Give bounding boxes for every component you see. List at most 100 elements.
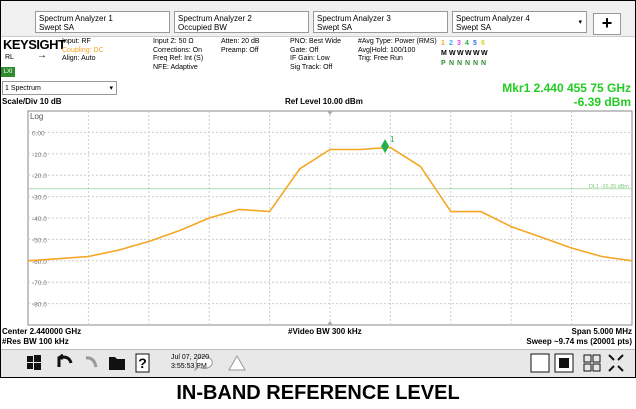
taskbar-icons: ? (27, 353, 624, 373)
status-text: Preamp: Off (221, 46, 259, 54)
trace-indicator: P (441, 60, 446, 67)
display-line-label: DL1 -26.35 dBm (589, 184, 629, 190)
status-bar (1, 36, 635, 80)
trace-indicator: 3 (457, 40, 461, 47)
y-tick-label: -20.0 (32, 173, 47, 180)
caption: IN-BAND REFERENCE LEVEL (176, 382, 460, 404)
y-tick-label: -30.0 (32, 195, 47, 202)
video-bw: #Video BW 300 kHz (288, 327, 362, 336)
ref-level-label: Ref Level 10.00 dBm (285, 97, 363, 106)
trace-indicator: W (473, 50, 480, 57)
status-text: IF Gain: Low (290, 55, 330, 62)
avg-info: #Avg Type: Power (RMS) Avg|Hold: 100/100… (358, 38, 437, 64)
status-text: PNO: Best Wide (290, 38, 341, 45)
add-tab-button[interactable]: + (593, 13, 621, 35)
windows-button[interactable] (27, 355, 41, 370)
tab-mode: Swept SA (456, 23, 492, 32)
status-text: Atten: 20 dB (221, 38, 260, 45)
trace-indicator: W (449, 50, 456, 57)
y-tick-label: -10.0 (32, 152, 47, 159)
clock: Jul 07, 2020 3:55:53 PM (171, 353, 209, 371)
status-text: Sig Track: Off (290, 63, 333, 71)
trace-indicator: 4 (465, 40, 469, 47)
fullscreen-button[interactable] (608, 354, 624, 372)
marker-amplitude: -6.39 dBm (573, 95, 631, 109)
tab-title: Spectrum Analyzer 1 (39, 14, 113, 23)
status-text: Coupling: DC (62, 46, 104, 54)
status-text: Corrections: On (153, 46, 203, 54)
brand: KEYSIGHT (3, 37, 66, 52)
status-text: #Avg Type: Power (RMS) (358, 38, 437, 45)
trace-indicator: M (441, 50, 447, 57)
y-tick-label: -50.0 (32, 237, 47, 244)
y-tick-label: -60.0 (32, 259, 47, 266)
date: Jul 07, 2020 (171, 354, 210, 361)
alert-icon (228, 354, 246, 371)
status-text: Avg|Hold: 100/100 (358, 46, 416, 54)
input-info: Input: RF Coupling: DC Align: Auto (62, 38, 104, 64)
dropdown-arrow: ▾ (109, 85, 113, 92)
tab[interactable]: Spectrum Analyzer 2 Occupied BW (174, 11, 309, 33)
status-text: Input Z: 50 Ω (153, 38, 194, 45)
tab-mode: Swept SA (317, 23, 353, 32)
redo-button[interactable] (85, 356, 98, 368)
display-button[interactable] (530, 353, 550, 373)
tab[interactable]: Spectrum Analyzer 4 Swept SA ▾ (452, 11, 587, 33)
marker-label: 1 (390, 135, 395, 144)
time: 3:55:53 PM (171, 363, 207, 370)
marker (381, 139, 390, 154)
message-icon (193, 356, 213, 372)
marker-frequency: Mkr1 2.440 455 75 GHz (502, 81, 631, 95)
trace-indicator: N (465, 60, 471, 67)
folder-button[interactable] (109, 357, 125, 370)
trace-indicator: W (465, 50, 472, 57)
tab-mode: Swept SA (39, 23, 75, 32)
tab-title: Spectrum Analyzer 2 (178, 14, 252, 23)
window-selector[interactable]: 1 Spectrum ▾ (2, 81, 117, 95)
center-frequency: Center 2.440000 GHz (2, 327, 82, 336)
y-tick-label: -80.0 (32, 302, 47, 309)
tab-title: Spectrum Analyzer 3 (317, 14, 391, 23)
lxi-indicator: LXI (1, 67, 15, 77)
scale-type: Log (30, 112, 43, 121)
sweep: Sweep ~9.74 ms (20001 pts) (526, 337, 632, 346)
status-text: Gate: Off (290, 46, 319, 54)
trace-indicator: N (457, 60, 463, 67)
atten-info: Atten: 20 dB Preamp: Off (221, 38, 260, 55)
tab[interactable]: Spectrum Analyzer 3 Swept SA (313, 11, 448, 33)
status-text: Freq Ref: Int (S) (153, 55, 204, 62)
tab[interactable]: Spectrum Analyzer 1 Swept SA (35, 11, 170, 33)
help-icon: ? (138, 355, 147, 371)
trace-indicator: N (473, 60, 479, 67)
y-tick-label: 0.00 (32, 130, 45, 137)
pno-info: PNO: Best Wide Gate: Off IF Gain: Low Si… (290, 38, 341, 72)
corrections-info: Input Z: 50 Ω Corrections: On Freq Ref: … (153, 38, 203, 72)
trace-indicator: N (481, 60, 487, 67)
status-text: Trig: Free Run (358, 55, 403, 62)
trace (27, 146, 633, 262)
taskbar (1, 349, 635, 377)
trace-indicator: 6 (481, 40, 485, 47)
span: Span 5.000 MHz (571, 327, 632, 336)
undo-button[interactable] (57, 353, 73, 367)
tab-title: Spectrum Analyzer 4 (456, 14, 530, 23)
help-button[interactable] (135, 353, 150, 373)
y-tick-label: -40.0 (32, 216, 47, 223)
trace-indicator: 5 (473, 40, 477, 47)
spectrum-plot: Log 0.00 -10.0 -20.0 -30.0 -40.0 -50.0 -60.0 -70… (27, 110, 633, 326)
status-text: Input: RF (62, 38, 91, 45)
tab-mode: Occupied BW (178, 23, 227, 32)
trace-indicators: 1 2 3 4 5 6 M WWWWW P N N N N N (441, 39, 489, 69)
res-bw: #Res BW 100 kHz (2, 337, 69, 346)
window-name: 1 Spectrum (5, 85, 41, 92)
status-text: Align: Auto (62, 55, 96, 62)
scale-label: Scale/Div 10 dB (2, 97, 62, 106)
dropdown-arrow: ▾ (578, 19, 582, 26)
arrow-icon: → (37, 50, 47, 61)
trace-indicator: W (457, 50, 464, 57)
y-tick-label: -70.0 (32, 280, 47, 287)
rl-indicator: RL (5, 54, 14, 61)
